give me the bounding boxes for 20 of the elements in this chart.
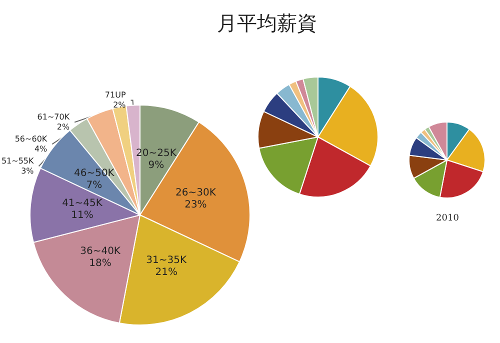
text: 2010 <box>436 214 460 224</box>
slice-label: 31~35K <box>146 255 187 266</box>
slice-label: 51~55K <box>1 156 35 166</box>
data-label: 3% <box>21 166 34 176</box>
data-label: 2% <box>56 122 70 132</box>
data-label: 23% <box>184 199 207 210</box>
data-label: 2% <box>113 100 126 110</box>
slice-label: 61~70K <box>37 112 70 122</box>
slice-label: 71UP <box>104 90 126 100</box>
data-label: 9% <box>148 160 164 171</box>
slice-label: 41~45K <box>62 198 103 210</box>
data-label: 4% <box>34 144 48 154</box>
data-label: 7% <box>86 180 102 191</box>
data-label: 11% <box>71 210 94 222</box>
chart-title: 月平均薪資 <box>217 11 317 35</box>
data-label: 21% <box>155 267 178 278</box>
data-label: 18% <box>89 258 112 269</box>
slice-label: 36~40K <box>80 246 121 257</box>
slice-label: 26~30K <box>176 187 216 198</box>
slice-label: 56~60K <box>14 134 48 144</box>
